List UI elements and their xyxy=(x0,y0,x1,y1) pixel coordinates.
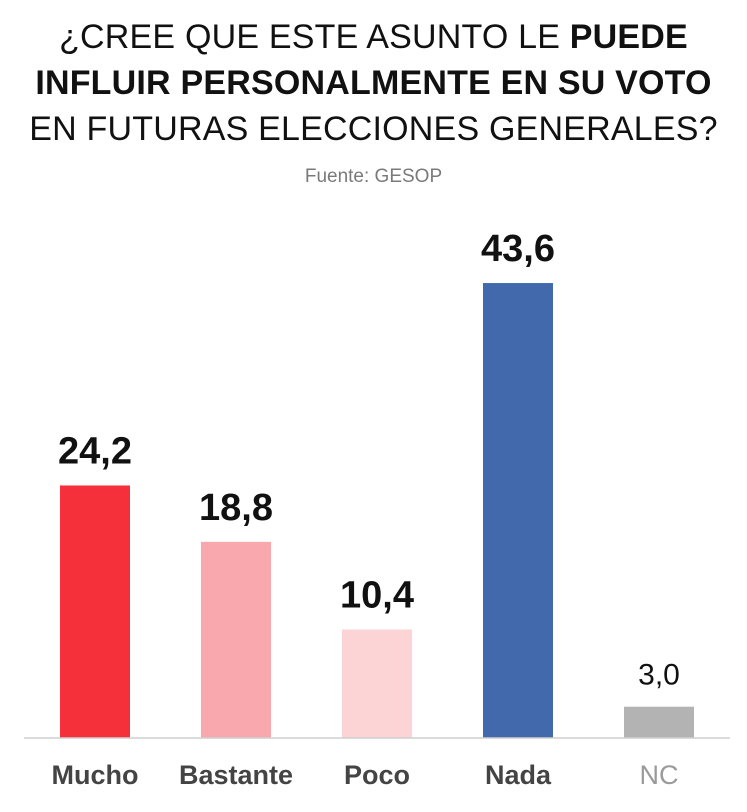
title-part-1: ¿CREE QUE ESTE ASUNTO LE xyxy=(59,18,570,56)
value-label-poco: 10,4 xyxy=(340,574,414,616)
title-strong-1: PUEDE xyxy=(569,18,688,56)
chart-title: ¿CREE QUE ESTE ASUNTO LE PUEDE INFLUIR P… xyxy=(0,14,747,152)
value-label-mucho: 24,2 xyxy=(58,430,132,472)
chart-source: Fuente: GESOP xyxy=(304,166,443,187)
category-label-bastante: Bastante xyxy=(179,760,293,790)
category-label-nada: Nada xyxy=(485,760,552,790)
bar-poco xyxy=(342,629,412,738)
title-line-3: EN FUTURAS ELECCIONES GENERALES? xyxy=(29,110,718,148)
category-label-mucho: Mucho xyxy=(52,760,139,790)
bar-nada xyxy=(483,283,553,738)
bar-mucho xyxy=(60,485,130,738)
category-label-poco: Poco xyxy=(344,760,410,790)
value-label-nada: 43,6 xyxy=(481,228,555,270)
value-label-bastante: 18,8 xyxy=(199,487,273,529)
bar-bastante xyxy=(201,541,271,738)
title-line-1: ¿CREE QUE ESTE ASUNTO LE PUEDE xyxy=(0,14,747,60)
bar-nc xyxy=(624,706,694,738)
category-label-nc: NC xyxy=(640,760,679,790)
value-label-nc: 3,0 xyxy=(638,659,680,692)
title-line-2: INFLUIR PERSONALMENTE EN SU VOTO xyxy=(35,64,712,102)
